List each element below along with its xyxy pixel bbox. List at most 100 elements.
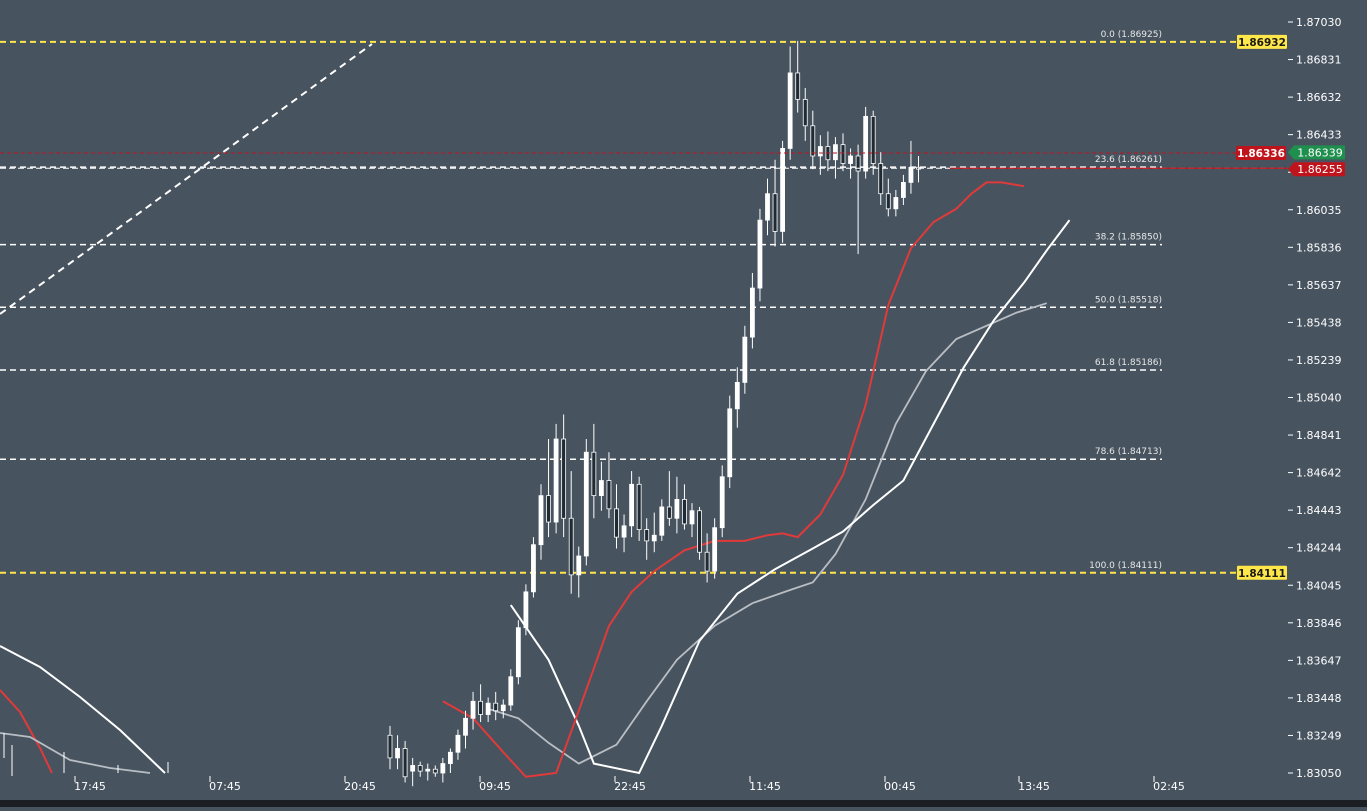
candle-body xyxy=(599,480,604,497)
fib-level-label: 78.6 (1.84713) xyxy=(1095,447,1162,457)
candle-body xyxy=(719,476,725,529)
price-tick-label: 1.85438 xyxy=(1296,316,1342,329)
price-tick-label: 1.83249 xyxy=(1296,729,1342,742)
candle-body xyxy=(395,748,400,759)
candle-body xyxy=(463,717,468,736)
fib-trendline xyxy=(0,43,373,315)
candle-body xyxy=(591,451,597,497)
bid-price-badge: 1.86339 xyxy=(1297,146,1343,159)
candle-body xyxy=(636,483,642,530)
candle-body xyxy=(508,676,514,706)
candle-body xyxy=(447,751,453,764)
price-tick-label: 1.84841 xyxy=(1296,429,1342,442)
price-tick-label: 1.83647 xyxy=(1296,654,1342,667)
candle-body xyxy=(863,115,869,172)
candle-body xyxy=(659,506,665,536)
candle-body xyxy=(523,591,529,629)
candle-body xyxy=(840,144,846,164)
fib-level-label: 61.8 (1.85186) xyxy=(1095,358,1162,368)
price-tick-label: 1.84244 xyxy=(1296,542,1342,555)
fib-level-label: 38.2 (1.85850) xyxy=(1095,233,1162,243)
candle-body xyxy=(893,197,899,210)
candle-body xyxy=(757,219,763,289)
fib-level-label: 23.6 (1.86261) xyxy=(1095,155,1162,165)
candle-body xyxy=(704,551,710,572)
fib-anchor-badge-bg xyxy=(1237,34,1287,49)
time-tick-label: 11:45 xyxy=(749,780,781,793)
candle-body xyxy=(742,336,748,383)
time-tick-label: 22:45 xyxy=(614,780,646,793)
fib-anchor-badge: 1.86932 xyxy=(1238,37,1286,49)
candle-body xyxy=(614,508,619,538)
candle-body xyxy=(425,768,431,772)
price-tick-label: 1.83846 xyxy=(1296,617,1342,630)
candle-body xyxy=(387,734,393,759)
candle-body xyxy=(531,544,536,593)
price-tick-label: 1.84642 xyxy=(1296,467,1342,480)
candle-body xyxy=(848,155,853,164)
price-tick-label: 1.86035 xyxy=(1296,204,1342,217)
candle-body xyxy=(500,704,506,712)
candle-body xyxy=(765,193,770,221)
candles xyxy=(3,40,921,787)
candle-body xyxy=(682,498,687,525)
candle-body xyxy=(666,506,672,519)
candle-body xyxy=(546,495,551,523)
ema-mid-early-line xyxy=(0,645,166,774)
candle-body xyxy=(689,510,695,525)
candle-body xyxy=(553,438,559,523)
moving-averages xyxy=(0,181,1071,778)
candle-body xyxy=(621,525,627,538)
candle-body xyxy=(901,181,906,198)
time-tick-label: 00:45 xyxy=(884,780,916,793)
ask-price-badge-bg xyxy=(1236,145,1286,160)
candle-body xyxy=(485,702,491,715)
candle-body xyxy=(674,498,680,519)
price-lines xyxy=(0,152,1288,169)
candle-body xyxy=(817,146,823,157)
ema-fast-line xyxy=(442,181,1025,778)
price-tick-label: 1.85239 xyxy=(1296,354,1342,367)
candle-body xyxy=(410,765,416,772)
time-tick-label: 09:45 xyxy=(479,780,511,793)
fib-anchor-badge-bg xyxy=(1237,565,1287,580)
candle-body xyxy=(795,72,801,100)
ema-slow-early-line xyxy=(0,732,151,774)
candle-body xyxy=(870,115,876,164)
candle-body xyxy=(417,765,423,772)
candle-body xyxy=(478,700,484,715)
time-tick-label: 02:45 xyxy=(1153,780,1185,793)
price-tick-label: 1.85637 xyxy=(1296,279,1342,292)
candle-body xyxy=(885,193,891,210)
time-tick-label: 20:45 xyxy=(344,780,376,793)
fib-level-label: 0.0 (1.86925) xyxy=(1101,30,1162,40)
price-axis[interactable]: 1.870301.868311.866321.864331.862341.860… xyxy=(1288,16,1342,780)
price-tick-label: 1.86831 xyxy=(1296,54,1342,67)
candle-body xyxy=(493,702,499,712)
candle-body xyxy=(629,483,634,527)
fib-anchor-badge: 1.84111 xyxy=(1238,568,1286,580)
time-axis[interactable]: 17:45 07:45 20:45 09:45 22:45 11:45 00:45 13:45… xyxy=(0,776,1367,807)
trendline xyxy=(0,43,373,315)
price-tick-label: 1.84443 xyxy=(1296,504,1342,517)
ema-fast-early-line xyxy=(0,689,53,774)
candle-body xyxy=(583,451,589,557)
price-tick-label: 1.86433 xyxy=(1296,129,1342,142)
candle-body xyxy=(810,125,816,157)
candle-body xyxy=(855,155,861,172)
price-tick-label: 1.86632 xyxy=(1296,91,1342,104)
fib-level-label: 50.0 (1.85518) xyxy=(1095,295,1162,305)
candle-body xyxy=(780,148,785,232)
candle-body xyxy=(802,98,808,127)
candle-body xyxy=(651,534,657,542)
candle-body xyxy=(561,438,567,519)
current-price-badge: 1.86255 xyxy=(1297,163,1343,176)
candle-body xyxy=(606,480,612,510)
bottom-scrollbar xyxy=(0,800,1367,807)
candle-body xyxy=(697,510,702,553)
candle-body xyxy=(470,700,476,719)
price-tick-label: 1.85836 xyxy=(1296,241,1342,254)
candle-body xyxy=(908,166,914,183)
